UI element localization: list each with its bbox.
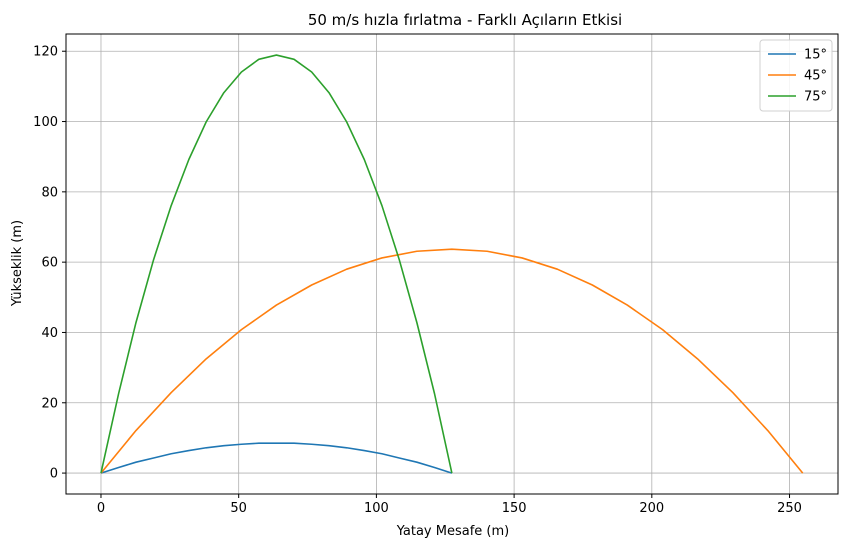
legend-label-0: 15°	[804, 48, 827, 63]
x-tick-label: 150	[502, 501, 527, 516]
x-tick-label: 200	[639, 501, 664, 516]
y-tick-label: 0	[50, 467, 58, 482]
series-line-2	[100, 54, 453, 474]
y-tick-label: 80	[41, 185, 58, 200]
axis-ticks: 0 50 100 150 200 250 0 20 40 60 80 100 120	[33, 45, 802, 516]
x-tick-label: 50	[230, 501, 247, 516]
y-tick-label: 100	[33, 115, 58, 130]
legend-label-2: 75°	[804, 90, 827, 105]
x-tick-label: 0	[97, 501, 105, 516]
series-line-1	[100, 248, 804, 474]
series-layer	[100, 54, 804, 474]
plot-frame	[65, 33, 839, 495]
y-axis-label: Yükseklik (m)	[10, 220, 25, 307]
y-tick-label: 60	[41, 256, 58, 271]
x-tick-label: 250	[777, 501, 802, 516]
series-line-0	[100, 442, 453, 474]
grid-lines	[66, 34, 838, 494]
y-tick-label: 20	[41, 396, 58, 411]
x-tick-label: 100	[364, 501, 389, 516]
y-tick-label: 120	[33, 45, 58, 60]
x-axis-label: Yatay Mesafe (m)	[396, 524, 509, 539]
legend-label-1: 45°	[804, 69, 827, 84]
legend: 15° 45° 75°	[759, 39, 833, 112]
y-tick-label: 40	[41, 326, 58, 341]
chart-title: 50 m/s hızla fırlatma - Farklı Açıların …	[308, 11, 622, 29]
